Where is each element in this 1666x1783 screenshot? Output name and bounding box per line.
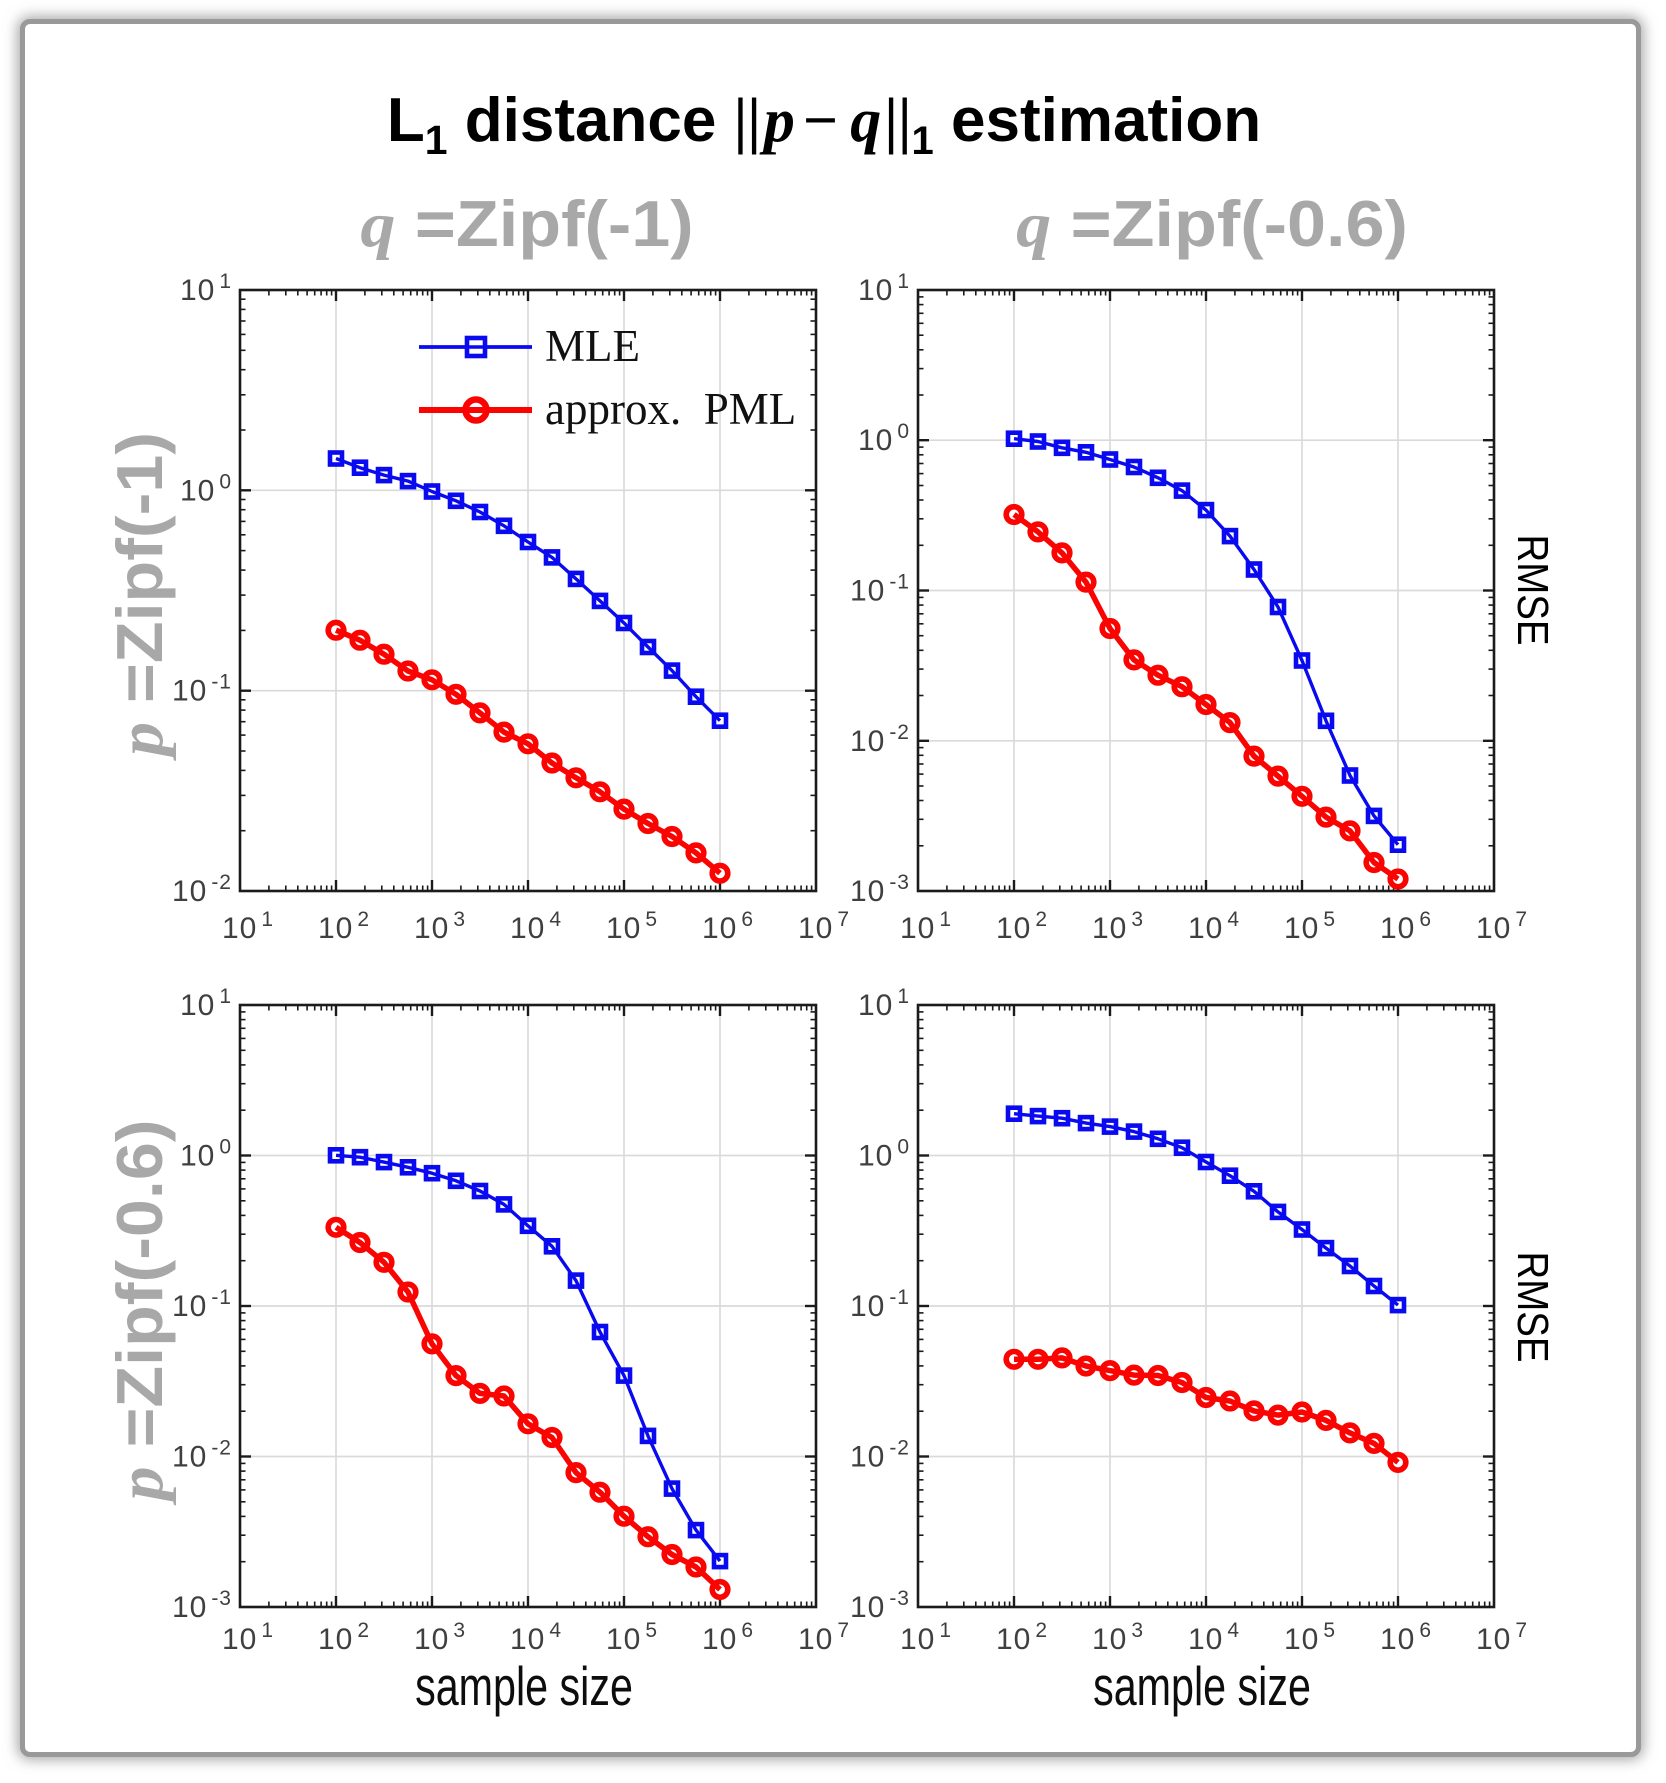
svg-text:107: 10 7 xyxy=(1476,908,1528,945)
svg-text:10-2: 10 -2 xyxy=(850,1437,910,1474)
svg-text:10-3: 10 -3 xyxy=(850,1587,910,1624)
svg-text:102: 10 2 xyxy=(318,1619,370,1656)
svg-text:104: 10 4 xyxy=(510,1619,562,1656)
svg-text:p =Zipf(-1): p =Zipf(-1) xyxy=(104,432,176,761)
svg-text:105: 10 5 xyxy=(606,1619,658,1656)
svg-text:L1 distance ||p−q||1 estimatio: L1 distance ||p − q||1 estimation xyxy=(387,86,1261,163)
svg-text:10-2: 10 -2 xyxy=(850,721,910,758)
svg-text:106: 10 6 xyxy=(1380,1619,1432,1656)
svg-text:101: 10 1 xyxy=(900,908,952,945)
svg-text:sample size: sample size xyxy=(415,1656,633,1717)
svg-text:10-1: 10 -1 xyxy=(172,671,232,708)
svg-text:100: 10 0 xyxy=(858,420,910,457)
svg-text:104: 10 4 xyxy=(510,908,562,945)
svg-text:103: 10 3 xyxy=(414,1619,466,1656)
svg-text:105: 10 5 xyxy=(1284,908,1336,945)
svg-text:104: 10 4 xyxy=(1188,1619,1240,1656)
svg-text:100: 10 0 xyxy=(858,1136,910,1173)
svg-text:103: 10 3 xyxy=(1092,1619,1144,1656)
svg-text:10-3: 10 -3 xyxy=(172,1587,232,1624)
svg-text:106: 10 6 xyxy=(702,1619,754,1656)
svg-text:101: 10 1 xyxy=(900,1619,952,1656)
svg-text:107: 10 7 xyxy=(798,1619,850,1656)
svg-text:101: 10 1 xyxy=(180,270,232,307)
svg-text:104: 10 4 xyxy=(1188,908,1240,945)
svg-text:106: 10 6 xyxy=(1380,908,1432,945)
svg-text:102: 10 2 xyxy=(996,908,1048,945)
svg-text:100: 10 0 xyxy=(180,1136,232,1173)
svg-text:p =Zipf(-0.6): p =Zipf(-0.6) xyxy=(104,1120,176,1506)
svg-text:10-1: 10 -1 xyxy=(172,1286,232,1323)
svg-text:106: 10 6 xyxy=(702,908,754,945)
svg-text:101: 10 1 xyxy=(858,270,910,307)
svg-text:10-1: 10 -1 xyxy=(850,571,910,608)
svg-text:MLE: MLE xyxy=(545,321,640,371)
svg-text:107: 10 7 xyxy=(1476,1619,1528,1656)
svg-text:RMSE: RMSE xyxy=(1508,1252,1557,1363)
svg-text:sample size: sample size xyxy=(1093,1656,1311,1717)
svg-text:105: 10 5 xyxy=(1284,1619,1336,1656)
svg-text:10-2: 10 -2 xyxy=(172,1437,232,1474)
svg-text:10-2: 10 -2 xyxy=(172,871,232,908)
svg-text:101: 10 1 xyxy=(222,1619,274,1656)
svg-text:RMSE: RMSE xyxy=(1508,535,1557,646)
svg-text:105: 10 5 xyxy=(606,908,658,945)
svg-text:103: 10 3 xyxy=(414,908,466,945)
svg-text:10-1: 10 -1 xyxy=(850,1286,910,1323)
svg-text:107: 10 7 xyxy=(798,908,850,945)
svg-text:q =Zipf(-1): q =Zipf(-1) xyxy=(360,188,693,260)
svg-text:approx. PML: approx. PML xyxy=(545,384,796,434)
svg-text:100: 10 0 xyxy=(180,470,232,507)
svg-text:102: 10 2 xyxy=(996,1619,1048,1656)
svg-text:10-3: 10 -3 xyxy=(850,871,910,908)
svg-text:q =Zipf(-0.6): q =Zipf(-0.6) xyxy=(1016,188,1408,260)
svg-text:101: 10 1 xyxy=(222,908,274,945)
svg-text:101: 10 1 xyxy=(180,985,232,1022)
svg-text:101: 10 1 xyxy=(858,985,910,1022)
svg-text:102: 10 2 xyxy=(318,908,370,945)
svg-text:103: 10 3 xyxy=(1092,908,1144,945)
